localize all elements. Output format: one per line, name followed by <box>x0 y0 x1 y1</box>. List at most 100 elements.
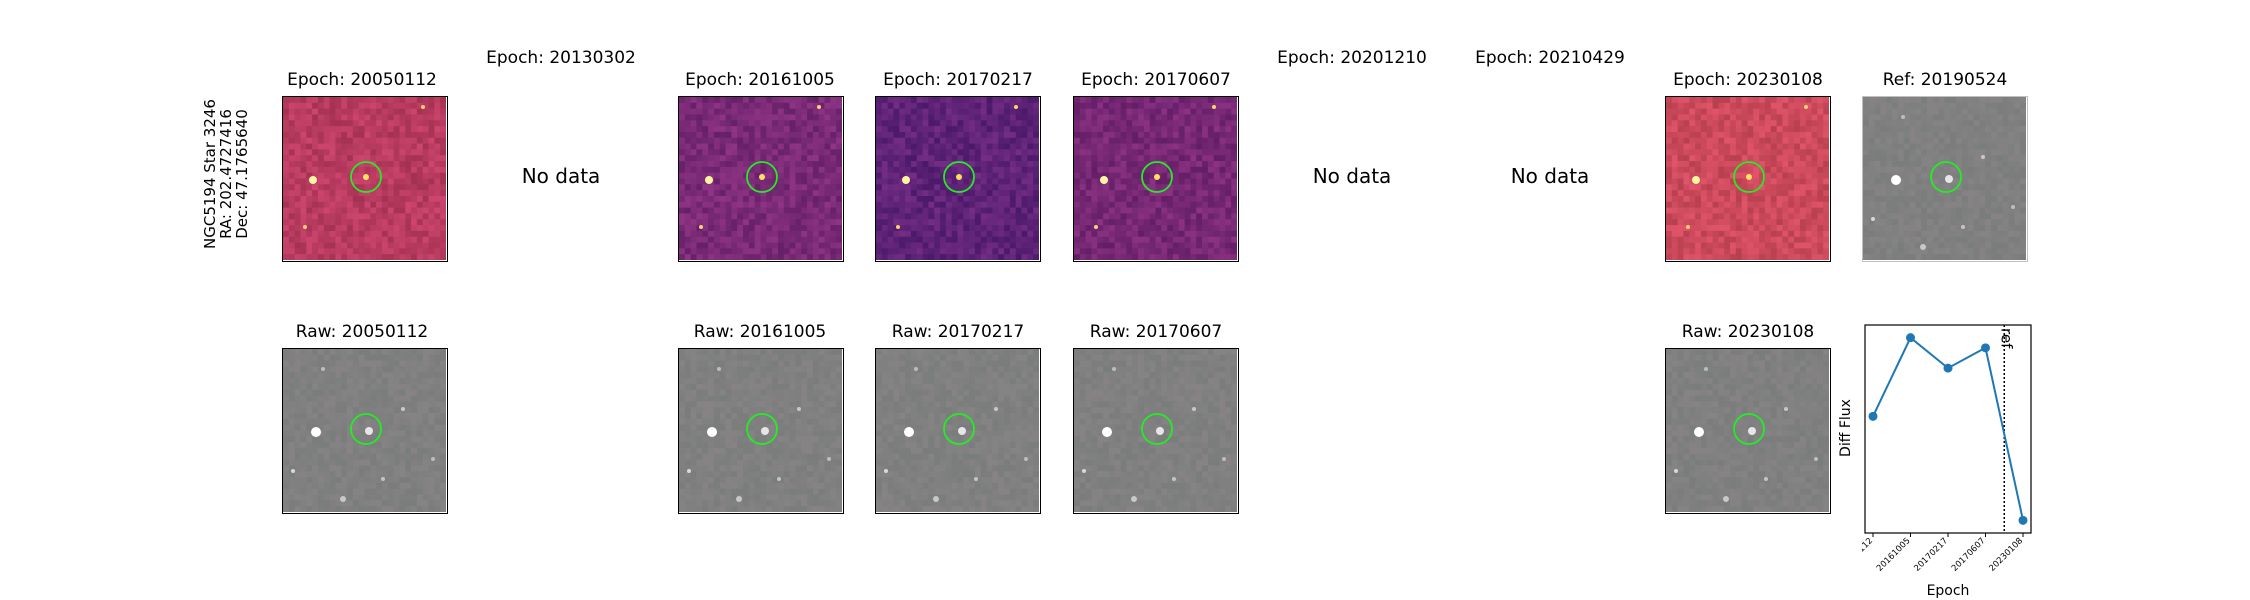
star-blob <box>381 477 385 481</box>
light-curve-chart: ref 20050112 20161005 20170217 20170607 20230… <box>1862 324 2032 599</box>
x-tick-label: 20230108 <box>1987 536 2025 574</box>
plot-frame <box>1864 324 2032 534</box>
diff-image-panel <box>678 96 844 262</box>
star-blob <box>1686 225 1690 229</box>
star-blob <box>974 477 978 481</box>
star-blob <box>896 225 900 229</box>
diff-image <box>1666 97 1829 260</box>
raw-title: Raw: 20170607 <box>1089 322 1223 342</box>
target-marker-circle <box>1141 161 1173 193</box>
star-blob <box>1154 174 1160 180</box>
epoch-title: Epoch: 20170607 <box>1081 70 1231 90</box>
star-blob <box>1814 457 1818 461</box>
star-blob <box>1891 175 1901 185</box>
star-blob <box>1222 457 1226 461</box>
star-blob <box>431 457 435 461</box>
diff-image <box>876 97 1039 260</box>
raw-image <box>679 349 842 512</box>
star-blob <box>303 225 307 229</box>
star-blob <box>1212 105 1216 109</box>
raw-image <box>1863 97 2026 260</box>
raw-image <box>1666 349 1829 512</box>
target-marker-circle <box>350 161 382 193</box>
star-blob <box>1100 176 1108 184</box>
reference-image-panel <box>1862 96 2028 262</box>
x-axis-label: Epoch <box>1927 583 1970 599</box>
star-blob <box>1102 427 1112 437</box>
star-blob <box>1112 367 1116 371</box>
diff-image <box>1074 97 1237 260</box>
epoch-title: Epoch: 20201210 <box>1277 48 1427 68</box>
star-blob <box>699 225 703 229</box>
star-blob <box>321 367 325 371</box>
star-blob <box>363 174 369 180</box>
star-blob <box>1945 175 1953 183</box>
star-blob <box>1704 367 1708 371</box>
raw-image-panel <box>678 348 844 514</box>
target-marker-circle <box>1733 413 1765 445</box>
star-blob <box>687 469 691 473</box>
data-point-20050112 <box>1868 411 1878 421</box>
star-blob <box>1746 174 1752 180</box>
star-blob <box>956 174 962 180</box>
epoch-title: Epoch: 20210429 <box>1475 48 1625 68</box>
diff-image-panel <box>875 96 1041 262</box>
target-name: NGC5194 Star 3246 <box>201 99 219 249</box>
target-marker-circle <box>746 413 778 445</box>
diff-image-panel <box>282 96 448 262</box>
star-blob <box>401 407 405 411</box>
star-blob <box>421 105 425 109</box>
star-blob <box>1871 217 1875 221</box>
target-dec: Dec: 47.1765640 <box>233 109 251 239</box>
target-marker-circle <box>943 413 975 445</box>
star-blob <box>1082 469 1086 473</box>
no-data-label: No data <box>521 164 601 188</box>
star-blob <box>958 427 966 435</box>
star-blob <box>1920 244 1926 250</box>
star-blob <box>309 176 317 184</box>
star-blob <box>291 469 295 473</box>
target-marker-circle <box>1930 161 1962 193</box>
no-data-label: No data <box>1510 164 1590 188</box>
epoch-title: Epoch: 20170217 <box>883 70 1033 90</box>
star-blob <box>1804 105 1808 109</box>
star-blob <box>1192 407 1196 411</box>
star-blob <box>1156 427 1164 435</box>
star-blob <box>1981 155 1985 159</box>
star-blob <box>1784 407 1788 411</box>
raw-title: Raw: 20161005 <box>693 322 827 342</box>
star-blob <box>827 457 831 461</box>
star-blob <box>1094 225 1098 229</box>
raw-title: Raw: 20170217 <box>891 322 1025 342</box>
epoch-title: Epoch: 20130302 <box>486 48 636 68</box>
star-blob <box>777 477 781 481</box>
star-blob <box>1694 427 1704 437</box>
ref-line-label: ref <box>1997 328 2015 349</box>
star-blob <box>1764 477 1768 481</box>
star-blob <box>340 496 346 502</box>
raw-image-panel <box>875 348 1041 514</box>
star-blob <box>797 407 801 411</box>
raw-title: Raw: 20050112 <box>295 322 429 342</box>
target-marker-circle <box>350 413 382 445</box>
y-axis-label: Diff Flux <box>1838 399 1854 457</box>
diff-image-panel <box>1665 96 1831 262</box>
ref-title: Ref: 20190524 <box>1882 70 2008 90</box>
star-blob <box>904 427 914 437</box>
target-marker-circle <box>943 161 975 193</box>
raw-image-panel <box>1073 348 1239 514</box>
star-blob <box>717 367 721 371</box>
star-blob <box>1131 496 1137 502</box>
raw-image <box>1074 349 1237 512</box>
epoch-title: Epoch: 20050112 <box>287 70 437 90</box>
x-tick-label: 20161005 <box>1875 536 1913 574</box>
star-blob <box>817 105 821 109</box>
star-blob <box>311 427 321 437</box>
star-blob <box>1901 115 1905 119</box>
epoch-title: Epoch: 20161005 <box>685 70 835 90</box>
star-blob <box>933 496 939 502</box>
raw-image-panel <box>1665 348 1831 514</box>
raw-image <box>876 349 1039 512</box>
raw-image-panel <box>282 348 448 514</box>
data-point-20170607 <box>1981 343 1990 353</box>
